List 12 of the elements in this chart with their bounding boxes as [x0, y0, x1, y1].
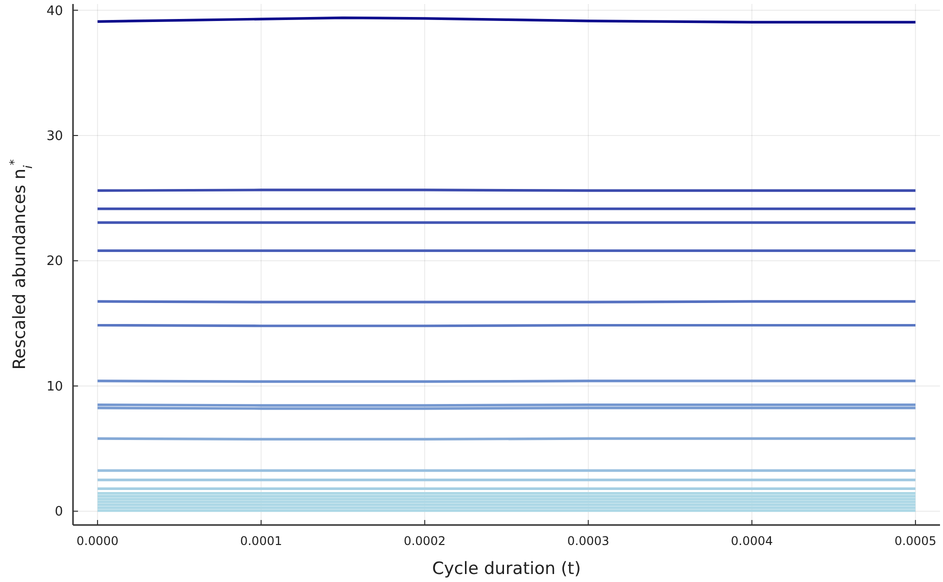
y-tick-label: 0 [54, 504, 63, 520]
y-tick-label: 40 [46, 4, 63, 19]
x-tick-label: 0.0005 [894, 534, 936, 548]
x-tick-label: 0.0002 [404, 534, 446, 548]
x-tick-label: 0.0000 [76, 534, 119, 548]
x-axis-title: Cycle duration (t) [432, 559, 581, 579]
y-tick-label: 10 [46, 379, 63, 394]
y-tick-label: 30 [46, 129, 63, 144]
x-tick-label: 0.0001 [240, 534, 282, 548]
y-tick-label: 20 [46, 254, 63, 270]
x-tick-label: 0.0004 [730, 534, 773, 548]
x-tick-label: 0.0003 [567, 534, 610, 548]
